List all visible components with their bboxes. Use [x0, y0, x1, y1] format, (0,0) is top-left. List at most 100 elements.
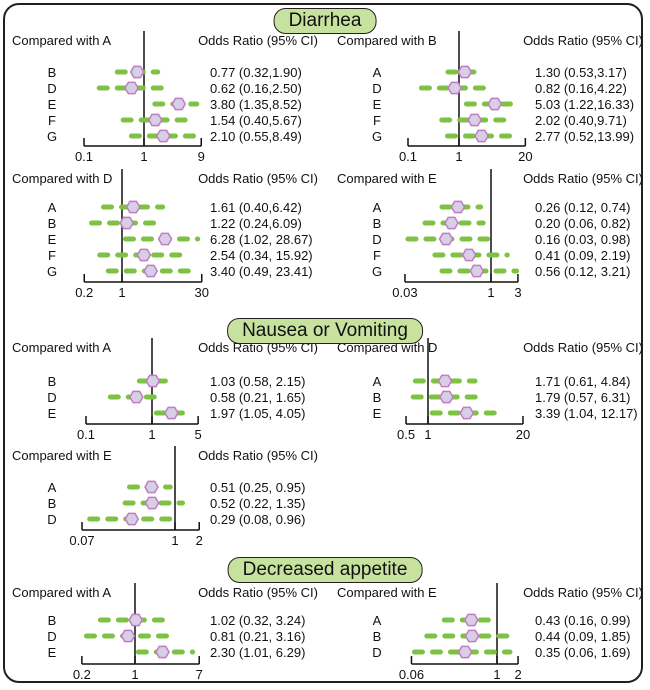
point-estimate — [128, 613, 144, 627]
x-tick-label: 5 — [195, 427, 202, 442]
or-value: 1.61 (0.40,6.42) — [210, 200, 302, 215]
point-estimate — [124, 81, 139, 95]
or-value: 0.44 (0.09, 1.85) — [535, 629, 630, 644]
or-value: 2.02 (0.40,9.71) — [535, 113, 627, 128]
forest-panel: Compared with D Odds Ratio (95% CI)0.5 1 20… — [337, 338, 643, 442]
row-label: B — [48, 216, 57, 231]
x-tick-label: 1 — [171, 533, 178, 548]
panel-title: Compared with D — [12, 171, 112, 186]
or-header: Odds Ratio (95% CI) — [523, 340, 643, 355]
panel-title: Compared with E — [337, 171, 437, 186]
or-value: 0.56 (0.12, 3.21) — [535, 264, 630, 279]
point-estimate — [171, 97, 187, 111]
point-estimate — [155, 645, 170, 659]
point-estimate — [129, 65, 145, 79]
forest-panel: Compared with E Odds Ratio (95% CI) 0.06 1 2… — [337, 583, 643, 682]
point-estimate — [450, 200, 466, 214]
section-title-nausea: Nausea or Vomiting — [227, 318, 423, 344]
x-tick-label: 9 — [198, 149, 205, 164]
point-estimate — [164, 406, 179, 420]
point-estimate — [143, 264, 159, 278]
point-estimate — [145, 374, 161, 388]
forest-panel: Compared with B Odds Ratio (95% CI) 0.1 1 20… — [337, 31, 643, 164]
panel-title: Compared with B — [337, 33, 437, 48]
row-label: E — [48, 97, 57, 112]
point-estimate — [439, 390, 454, 404]
row-label: G — [47, 129, 57, 144]
or-header: Odds Ratio (95% CI) — [198, 585, 318, 600]
point-estimate — [457, 645, 473, 659]
or-value: 1.79 (0.57, 6.31) — [535, 390, 630, 405]
x-tick-label: 0.1 — [77, 427, 95, 442]
panel-title: Compared with A — [12, 585, 111, 600]
panel-title: Compared with A — [12, 340, 111, 355]
or-value: 3.39 (1.04, 12.17) — [535, 406, 638, 421]
or-value: 2.77 (0.52,13.99) — [535, 129, 634, 144]
forest-panel: Compared with A Odds Ratio (95% CI)0.1 1 5B… — [12, 338, 318, 442]
row-label: D — [47, 629, 56, 644]
x-tick-label: 0.1 — [399, 149, 417, 164]
point-estimate — [444, 216, 459, 230]
x-tick-label: 20 — [518, 149, 532, 164]
x-tick-label: 1 — [493, 667, 500, 682]
point-estimate — [157, 232, 173, 246]
x-tick-label: 3 — [514, 285, 521, 300]
or-value: 1.03 (0.58, 2.15) — [210, 374, 305, 389]
row-label: E — [373, 97, 382, 112]
x-tick-label: 1 — [148, 427, 155, 442]
or-value: 1.54 (0.40,5.67) — [210, 113, 302, 128]
x-tick-label: 0.07 — [69, 533, 94, 548]
row-label: G — [47, 264, 57, 279]
or-value: 0.41 (0.09, 2.19) — [535, 248, 630, 263]
or-value: 0.52 (0.22, 1.35) — [210, 496, 305, 511]
x-tick-label: 2 — [514, 667, 521, 682]
row-label: A — [373, 613, 382, 628]
row-label: F — [48, 113, 56, 128]
or-value: 0.26 (0.12, 0.74) — [535, 200, 630, 215]
point-estimate — [144, 496, 160, 510]
or-value: 0.82 (0.16,4.22) — [535, 81, 627, 96]
or-header: Odds Ratio (95% CI) — [523, 585, 643, 600]
or-header: Odds Ratio (95% CI) — [523, 33, 643, 48]
panel-title: Compared with E — [337, 585, 437, 600]
or-value: 3.80 (1.35,8.52) — [210, 97, 302, 112]
point-estimate — [487, 97, 503, 111]
row-label: D — [372, 232, 381, 247]
x-tick-label: 7 — [196, 667, 203, 682]
or-header: Odds Ratio (95% CI) — [198, 448, 318, 463]
figure-frame — [3, 3, 643, 683]
point-estimate — [120, 629, 136, 643]
x-tick-label: 2 — [196, 533, 203, 548]
or-value: 0.16 (0.03, 0.98) — [535, 232, 630, 247]
or-value: 0.20 (0.06, 0.82) — [535, 216, 630, 231]
forest-panel: Compared with A Odds Ratio (95% CI) 0.1 1 9 B… — [12, 31, 318, 164]
row-label: D — [372, 645, 381, 660]
or-value: 6.28 (1.02, 28.67) — [210, 232, 313, 247]
point-estimate — [129, 390, 144, 404]
row-label: B — [48, 65, 57, 80]
point-estimate — [467, 113, 482, 127]
or-value: 0.51 (0.25, 0.95) — [210, 480, 305, 495]
point-estimate — [125, 200, 141, 214]
section-title-appetite: Decreased appetite — [227, 557, 423, 583]
point-estimate — [474, 129, 489, 143]
or-value: 0.43 (0.16, 0.99) — [535, 613, 630, 628]
or-header: Odds Ratio (95% CI) — [198, 171, 318, 186]
or-value: 2.10 (0.55,8.49) — [210, 129, 302, 144]
or-value: 0.77 (0.32,1.90) — [210, 65, 302, 80]
row-label: B — [48, 374, 57, 389]
point-estimate — [463, 613, 479, 627]
point-estimate — [469, 264, 485, 278]
point-estimate — [438, 232, 454, 246]
row-label: A — [373, 200, 382, 215]
point-estimate — [461, 248, 477, 262]
or-value: 0.62 (0.16,2.50) — [210, 81, 302, 96]
row-label: D — [372, 81, 381, 96]
panel-title: Compared with A — [12, 33, 111, 48]
section-title-diarrhea: Diarrhea — [273, 8, 377, 34]
forest-panel: Compared with D Odds Ratio (95% CI) 0.2 1 30… — [12, 169, 318, 300]
row-label: B — [48, 496, 57, 511]
point-estimate — [155, 129, 171, 143]
point-estimate — [136, 248, 152, 262]
